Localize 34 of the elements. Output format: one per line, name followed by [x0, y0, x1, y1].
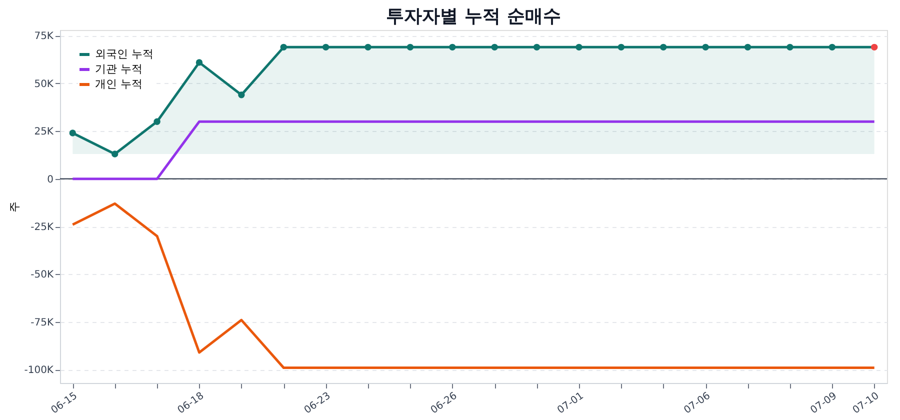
point	[828, 44, 836, 51]
y-tick-label: -75K	[30, 317, 54, 328]
point	[786, 44, 794, 51]
point	[69, 130, 76, 136]
y-axis-title: 주	[8, 202, 22, 212]
legend-label: 기관 누적	[95, 62, 142, 76]
legend-label: 외국인 누적	[95, 48, 154, 60]
y-tick-label: -25K	[30, 222, 54, 234]
point	[112, 150, 118, 158]
point	[576, 44, 582, 51]
y-tick-label: 25K	[34, 126, 54, 138]
point	[702, 44, 709, 51]
y-tick-label: -100K	[24, 365, 54, 376]
y-tick-label: -50K	[30, 270, 54, 281]
chart-title: 투자자별 누적 순매수	[386, 6, 561, 27]
point	[618, 44, 625, 51]
y-tick-label: 75K	[34, 31, 54, 42]
point	[870, 44, 878, 51]
point	[322, 44, 330, 51]
point	[196, 59, 203, 66]
point	[238, 92, 245, 98]
legend-label: 개인 누적	[95, 78, 142, 90]
point	[364, 44, 372, 51]
y-tick-label: 0	[47, 174, 54, 186]
point	[744, 44, 752, 51]
point	[533, 44, 540, 51]
point	[491, 44, 498, 51]
y-tick-label: 50K	[34, 78, 54, 90]
point	[280, 44, 287, 51]
point	[406, 44, 414, 51]
point	[154, 118, 160, 125]
point	[660, 44, 667, 51]
point	[449, 44, 456, 51]
line-series	[71, 202, 876, 369]
